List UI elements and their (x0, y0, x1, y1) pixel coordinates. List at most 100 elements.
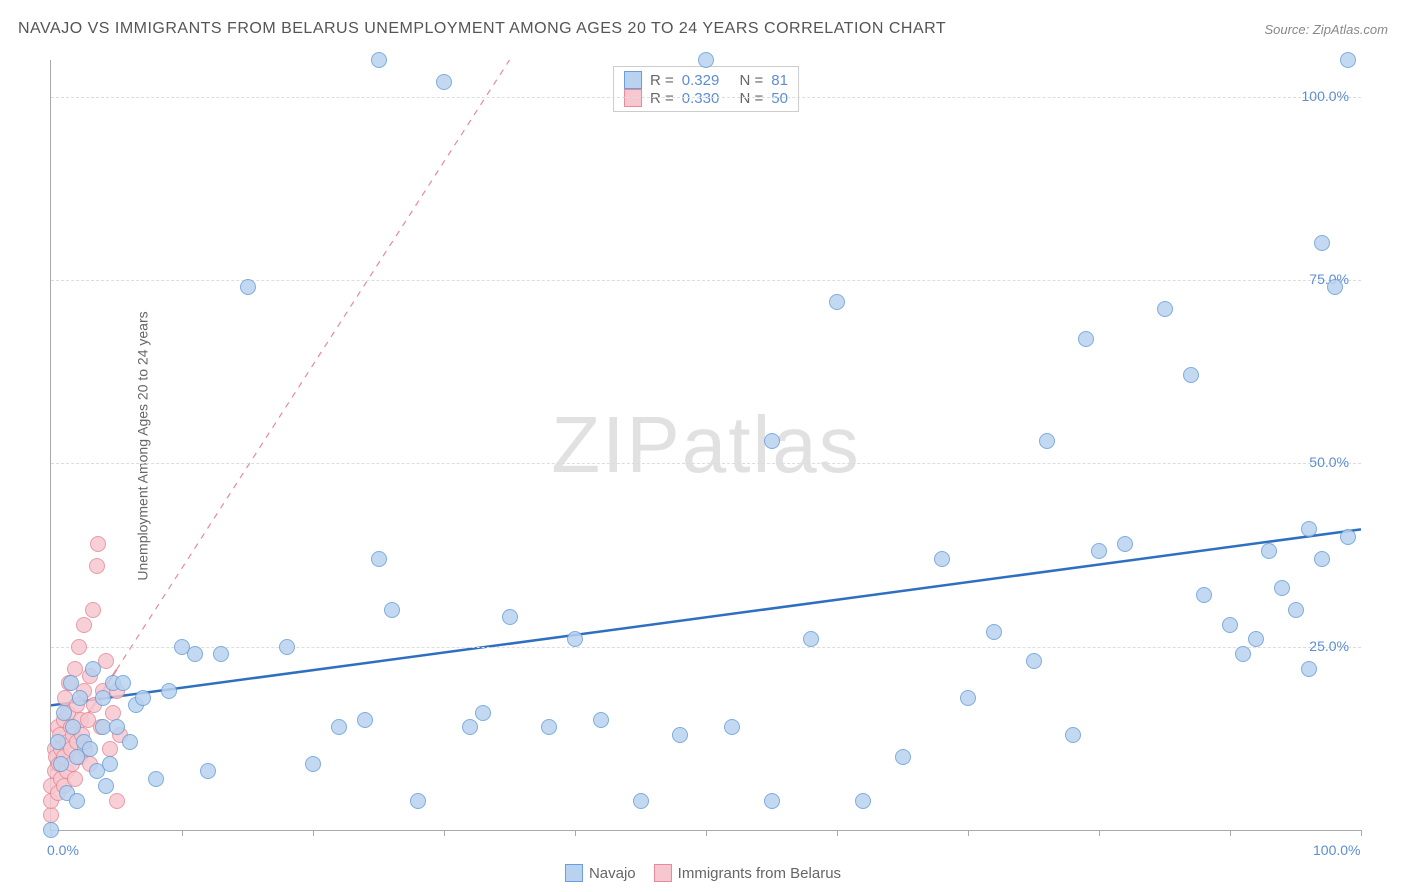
data-point-navajo (1235, 646, 1251, 662)
data-point-navajo (1261, 543, 1277, 559)
gridline (51, 647, 1361, 648)
data-point-navajo (1340, 529, 1356, 545)
data-point-navajo (371, 551, 387, 567)
data-point-belarus (67, 771, 83, 787)
data-point-navajo (43, 822, 59, 838)
y-tick-label: 50.0% (1309, 454, 1349, 470)
data-point-navajo (829, 294, 845, 310)
watermark: ZIPatlas (551, 399, 860, 491)
correlation-legend: R = 0.329 N = 81 R = 0.330 N = 50 (613, 66, 799, 112)
data-point-navajo (102, 756, 118, 772)
gridline (51, 97, 1361, 98)
data-point-navajo (135, 690, 151, 706)
data-point-navajo (122, 734, 138, 750)
data-point-navajo (50, 734, 66, 750)
data-point-navajo (410, 793, 426, 809)
data-point-navajo (69, 793, 85, 809)
data-point-belarus (43, 807, 59, 823)
legend-item-navajo: Navajo (565, 864, 636, 882)
data-point-navajo (1078, 331, 1094, 347)
y-tick-label: 100.0% (1302, 88, 1349, 104)
data-point-navajo (98, 778, 114, 794)
data-point-navajo (895, 749, 911, 765)
x-tick (837, 830, 838, 836)
data-point-belarus (85, 602, 101, 618)
x-tick (706, 830, 707, 836)
data-point-belarus (90, 536, 106, 552)
data-point-navajo (187, 646, 203, 662)
x-tick (182, 830, 183, 836)
x-tick (1099, 830, 1100, 836)
data-point-navajo (85, 661, 101, 677)
y-tick-label: 25.0% (1309, 638, 1349, 654)
scatter-plot: ZIPatlas R = 0.329 N = 81 R = 0.330 N = … (50, 60, 1361, 831)
data-point-navajo (475, 705, 491, 721)
swatch-navajo (624, 71, 642, 89)
data-point-navajo (1091, 543, 1107, 559)
data-point-navajo (279, 639, 295, 655)
x-tick (575, 830, 576, 836)
data-point-navajo (593, 712, 609, 728)
data-point-navajo (986, 624, 1002, 640)
data-point-navajo (855, 793, 871, 809)
data-point-navajo (1248, 631, 1264, 647)
data-point-navajo (672, 727, 688, 743)
data-point-navajo (1301, 521, 1317, 537)
x-tick (444, 830, 445, 836)
data-point-navajo (384, 602, 400, 618)
data-point-navajo (1301, 661, 1317, 677)
data-point-navajo (148, 771, 164, 787)
data-point-navajo (1026, 653, 1042, 669)
data-point-navajo (72, 690, 88, 706)
data-point-navajo (698, 52, 714, 68)
data-point-navajo (115, 675, 131, 691)
data-point-navajo (1065, 727, 1081, 743)
swatch-belarus (624, 89, 642, 107)
data-point-navajo (1274, 580, 1290, 596)
x-tick-label: 0.0% (47, 842, 79, 858)
data-point-navajo (724, 719, 740, 735)
x-tick-label: 100.0% (1313, 842, 1360, 858)
data-point-navajo (63, 675, 79, 691)
data-point-belarus (89, 558, 105, 574)
x-tick (1361, 830, 1362, 836)
data-point-navajo (240, 279, 256, 295)
data-point-navajo (82, 741, 98, 757)
data-point-navajo (1288, 602, 1304, 618)
data-point-navajo (95, 690, 111, 706)
series-legend: Navajo Immigrants from Belarus (565, 864, 841, 882)
data-point-navajo (1157, 301, 1173, 317)
data-point-belarus (71, 639, 87, 655)
legend-row-navajo: R = 0.329 N = 81 (624, 71, 788, 89)
data-point-navajo (502, 609, 518, 625)
data-point-belarus (67, 661, 83, 677)
data-point-navajo (1117, 536, 1133, 552)
legend-item-belarus: Immigrants from Belarus (654, 864, 841, 882)
data-point-belarus (76, 617, 92, 633)
data-point-navajo (934, 551, 950, 567)
data-point-navajo (1183, 367, 1199, 383)
swatch-navajo (565, 864, 583, 882)
data-point-navajo (1196, 587, 1212, 603)
trend-lines (51, 60, 1361, 830)
gridline (51, 463, 1361, 464)
data-point-navajo (1314, 551, 1330, 567)
data-point-belarus (105, 705, 121, 721)
data-point-navajo (56, 705, 72, 721)
data-point-navajo (960, 690, 976, 706)
x-tick (968, 830, 969, 836)
data-point-navajo (1314, 235, 1330, 251)
source-credit: Source: ZipAtlas.com (1264, 22, 1388, 37)
data-point-navajo (633, 793, 649, 809)
data-point-navajo (436, 74, 452, 90)
data-point-navajo (764, 793, 780, 809)
data-point-navajo (1327, 279, 1343, 295)
data-point-navajo (371, 52, 387, 68)
swatch-belarus (654, 864, 672, 882)
data-point-navajo (331, 719, 347, 735)
data-point-navajo (109, 719, 125, 735)
x-tick (1230, 830, 1231, 836)
data-point-navajo (1340, 52, 1356, 68)
data-point-navajo (462, 719, 478, 735)
data-point-navajo (357, 712, 373, 728)
